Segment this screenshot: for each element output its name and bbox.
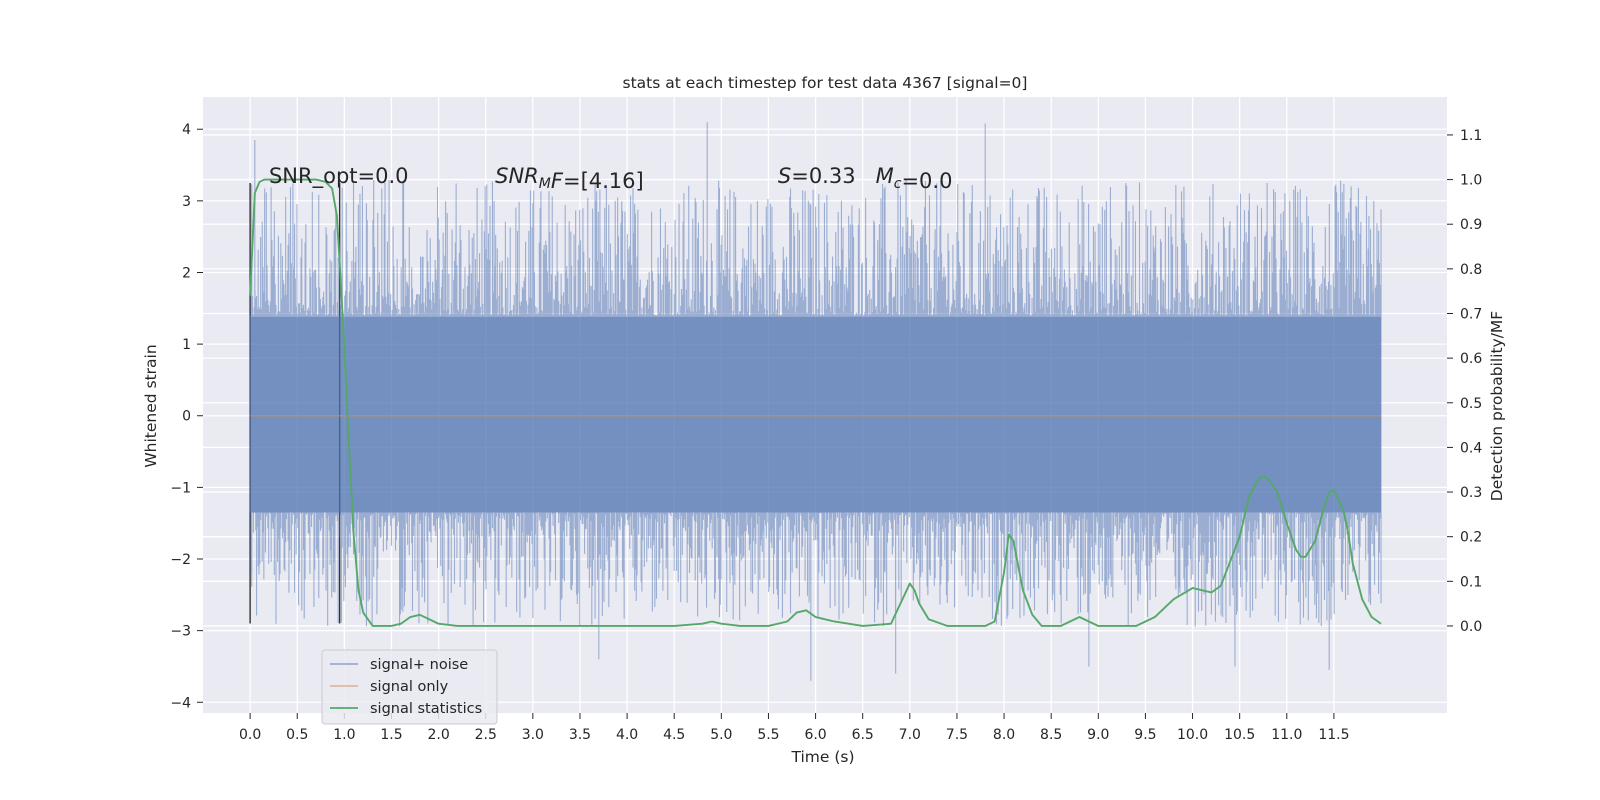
x-tick-label: 1.0 [333,727,355,743]
y2-tick-label: 0.5 [1460,396,1482,412]
y2-tick-label: 0.8 [1460,262,1482,278]
annotation-part: =[4.16] [563,169,644,193]
x-tick-label: 8.5 [1040,727,1062,743]
noise-strokes [249,122,1382,681]
x-tick-label: 2.5 [475,727,497,743]
annotation-text: SNR_opt=0.0 [269,164,409,189]
y2-tick-label: 1.1 [1460,128,1482,144]
x-tick-label: 1.5 [380,727,402,743]
y-tick-label: 2 [182,265,191,281]
legend-box [321,649,498,725]
signal-statistics-line [249,178,1382,627]
annotation-part: S [778,164,791,188]
annotation-part: M [876,164,894,188]
legend: signal+ noise signal only signal statist… [321,649,498,725]
y2-axis-label: Detection probability/MF [1488,311,1506,502]
legend-label-signal-statistics: signal statistics [370,701,482,717]
x-tick-label: 5.5 [757,727,779,743]
annotation-part: F [551,169,564,193]
annotation-part: SNR [495,164,539,188]
y2-tick-label: 0.7 [1460,306,1482,322]
annotation-part: M [539,176,551,192]
annotation-text: S=0.33 Mc=0.0 [778,164,953,193]
y-tick-label: −2 [170,552,191,568]
x-tick-label: 9.0 [1087,727,1109,743]
chart-title: stats at each timestep for test data 436… [623,74,1028,92]
x-tick-label: 6.5 [852,727,874,743]
annotation-part: c [894,176,902,192]
legend-label-signal-noise: signal+ noise [370,657,468,673]
y-axis: −4 −3 −2 −1 0 1 2 3 4 [170,122,203,711]
legend-label-signal-only: signal only [370,679,449,695]
legend-item-signal-only: signal only [330,679,449,695]
x-tick-label: 7.0 [899,727,921,743]
y-tick-label: −3 [170,624,191,640]
y-tick-label: 3 [182,194,191,210]
annotation-part: =0.0 [901,169,952,193]
x-tick-label: 8.0 [993,727,1015,743]
x-tick-label: 0.5 [286,727,308,743]
x-tick-label: 5.0 [710,727,732,743]
x-tick-label: 7.5 [946,727,968,743]
signal-statistics-series [249,178,1382,627]
y2-tick-label: 0.3 [1460,485,1482,501]
x-tick-label: 2.0 [427,727,449,743]
y-tick-label: 0 [182,409,191,425]
y2-tick-label: 1.0 [1460,173,1482,189]
x-tick-label: 10.0 [1177,727,1208,743]
x-tick-label: 4.0 [616,727,638,743]
annotation-part: =0.33 [791,164,875,188]
annotation-text: SNRMF=[4.16] [495,164,644,193]
x-tick-label: 3.0 [522,727,544,743]
y2-tick-label: 0.6 [1460,351,1482,367]
x-tick-label: 3.5 [569,727,591,743]
y-tick-label: 1 [182,337,191,353]
y2-tick-label: 0.9 [1460,217,1482,233]
annotation-layer: SNR_opt=0.0 SNRMF=[4.16] S=0.33 Mc=0.0 [269,164,952,193]
x-axis: 0.0 0.5 1.0 1.5 2.0 2.5 3.0 3.5 4.0 4.5 5.0 5.5 6.0 6… [239,713,1349,743]
x-tick-label: 11.5 [1318,727,1349,743]
noise-series [249,122,1382,681]
x-axis-label: Time (s) [790,748,854,766]
y2-tick-label: 0.2 [1460,530,1482,546]
y2-axis: 0.0 0.1 0.2 0.3 0.4 0.5 0.6 0.7 0.8 0.9 1.0 1.1 [1447,128,1482,635]
y-tick-label: 4 [182,122,191,138]
y-tick-label: −1 [170,480,191,496]
y-axis-label: Whitened strain [142,344,160,467]
legend-item-signal-statistics: signal statistics [330,701,482,717]
y-tick-label: −4 [170,695,191,711]
x-tick-label: 9.5 [1134,727,1156,743]
x-tick-label: 4.5 [663,727,685,743]
legend-item-signal-noise: signal+ noise [330,657,468,673]
y2-tick-label: 0.0 [1460,619,1482,635]
y2-tick-label: 0.4 [1460,440,1482,456]
x-tick-label: 0.0 [239,727,261,743]
x-tick-label: 11.0 [1271,727,1302,743]
x-tick-label: 10.5 [1224,727,1255,743]
x-tick-label: 6.0 [804,727,826,743]
y2-tick-label: 0.1 [1460,574,1482,590]
